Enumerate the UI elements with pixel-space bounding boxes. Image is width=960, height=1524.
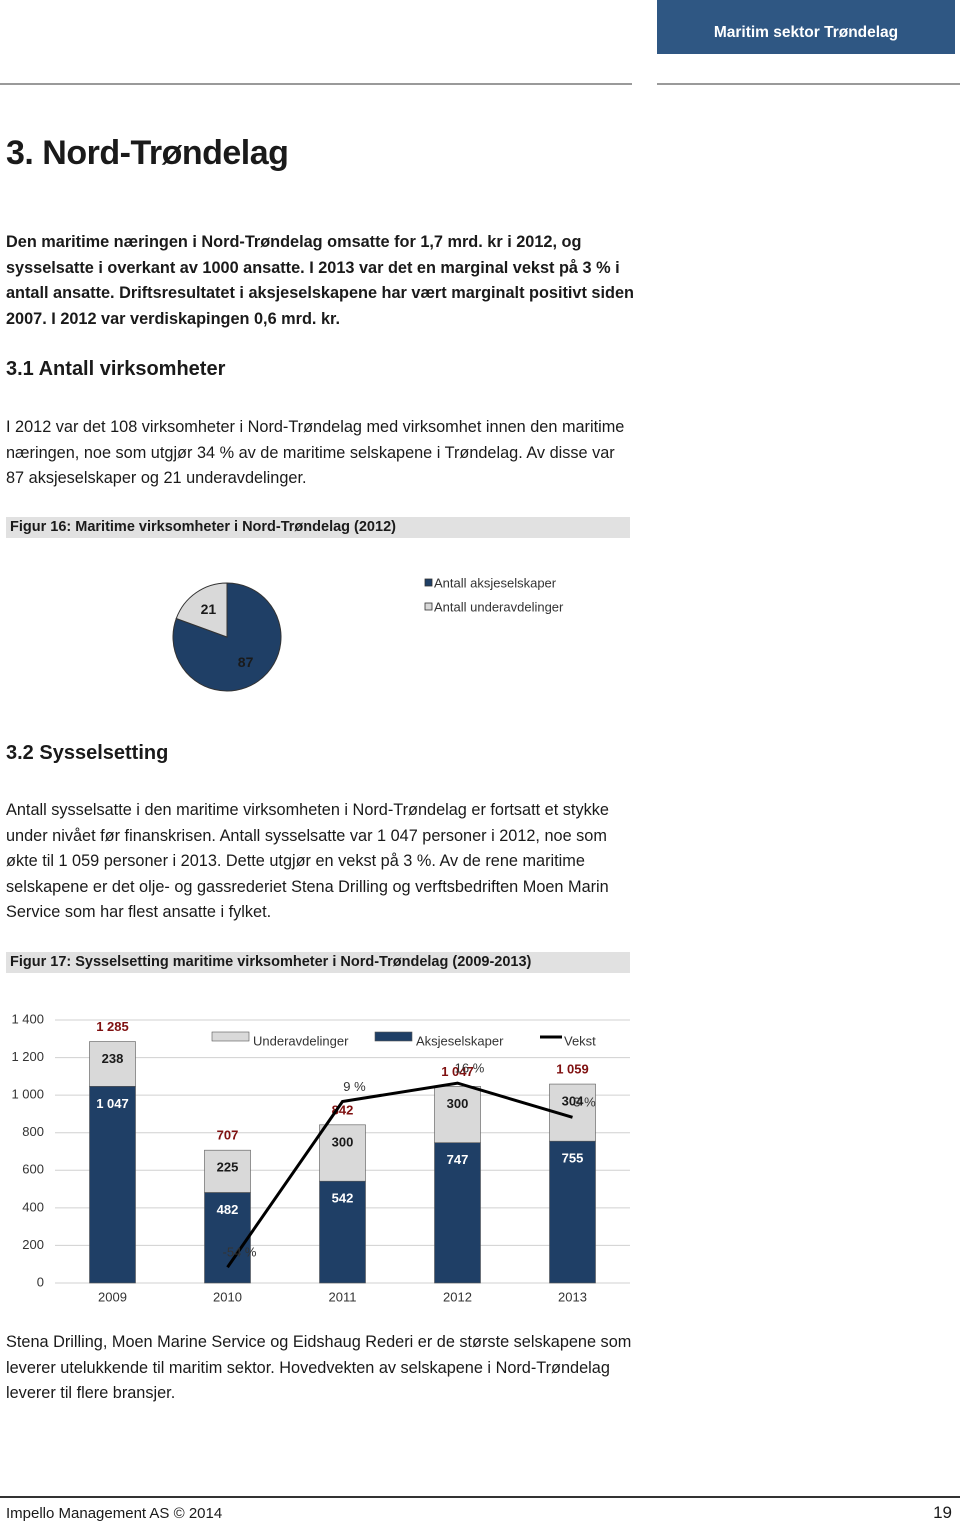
- total-label: 1 285: [96, 1019, 129, 1034]
- page-heading: 3. Nord-Trøndelag: [6, 134, 289, 172]
- data-label: 300: [332, 1134, 354, 1149]
- footer-rule: [0, 1496, 960, 1498]
- total-label: 1 047: [441, 1064, 474, 1079]
- figure-title: Figur 16: Maritime virksomheter i Nord-T…: [6, 517, 630, 538]
- intro: Den maritime næringen i Nord-Trøndelag o…: [6, 233, 634, 328]
- legend-label: Aksjeselskaper: [416, 1033, 504, 1048]
- bar-segment: [434, 1086, 481, 1143]
- y-tick-label: 200: [22, 1237, 44, 1252]
- bar-segment: [549, 1140, 596, 1284]
- growth-label: 9 %: [343, 1079, 366, 1094]
- y-tick-label: 800: [22, 1124, 44, 1139]
- x-tick-label: 2011: [329, 1289, 357, 1304]
- line-series: [226, 1081, 573, 1269]
- total-label: 842: [332, 1102, 354, 1117]
- y-tick-label: 1 000: [11, 1087, 44, 1102]
- bar-segment: [319, 1180, 366, 1284]
- data-label: 225: [217, 1160, 239, 1175]
- bar-segment: [434, 1142, 481, 1284]
- data-label: 482: [217, 1202, 239, 1217]
- legend-label: Vekst: [564, 1033, 596, 1048]
- legend-swatch: [424, 578, 433, 587]
- y-tick-label: 1 200: [11, 1049, 44, 1064]
- y-tick-label: 0: [37, 1274, 44, 1289]
- paragraph: Stena Drilling, Moen Marine Service og E…: [6, 1333, 632, 1402]
- growth-label: 16 %: [455, 1061, 485, 1076]
- x-tick-label: 2012: [443, 1289, 472, 1304]
- data-label: 304: [562, 1093, 584, 1108]
- bar-chart: 0 200 400 600 800 1 000 1 200 1 400 2009 1 047 238…: [11, 1011, 630, 1304]
- bar-segment: [89, 1041, 136, 1087]
- data-label: 300: [447, 1096, 469, 1111]
- growth-label: 3 %: [573, 1095, 596, 1110]
- bar-segment: [319, 1124, 366, 1182]
- pie-slice: [175, 582, 228, 638]
- section-heading: 3.2 Sysselsetting: [6, 742, 169, 764]
- header-title: Maritim sektor Trøndelag: [713, 24, 899, 41]
- figure-title: Figur 17: Sysselsetting maritime virksom…: [6, 952, 630, 973]
- total-label: 1 059: [556, 1061, 589, 1076]
- legend-swatch: [424, 602, 433, 611]
- data-label: 542: [332, 1191, 354, 1206]
- header-rule: [657, 83, 960, 85]
- bar-segment: [204, 1149, 251, 1193]
- legend-label: Antall aksjeselskaper: [434, 575, 557, 590]
- y-tick-label: 600: [22, 1162, 44, 1177]
- bar-segment: [89, 1086, 136, 1284]
- footer-company: Impello Management AS © 2014: [6, 1505, 223, 1522]
- y-tick-label: 1 400: [11, 1011, 44, 1026]
- legend-swatch: [374, 1031, 413, 1042]
- header-box: [657, 0, 955, 54]
- y-tick-label: 400: [22, 1199, 44, 1214]
- legend-swatch: [211, 1031, 250, 1042]
- growth-label: -54 %: [223, 1245, 257, 1260]
- legend-label: Antall underavdelinger: [434, 599, 564, 614]
- x-tick-label: 2009: [98, 1289, 127, 1304]
- paragraph: Antall sysselsatte i den maritime virkso…: [6, 801, 609, 921]
- section-heading: 3.1 Antall virksomheter: [6, 358, 226, 380]
- data-label: 21: [201, 601, 217, 617]
- total-label: 707: [217, 1128, 239, 1143]
- data-label: 1 047: [96, 1096, 129, 1111]
- data-label: 747: [447, 1152, 469, 1167]
- paragraph: I 2012 var det 108 virksomheter i Nord-T…: [6, 418, 625, 487]
- x-tick-label: 2013: [558, 1289, 587, 1304]
- data-label: 755: [562, 1151, 584, 1166]
- data-label: 87: [238, 654, 254, 670]
- page-number: 19: [933, 1503, 952, 1522]
- data-label: 238: [102, 1051, 124, 1066]
- legend-label: Underavdelinger: [253, 1033, 349, 1048]
- x-tick-label: 2010: [213, 1289, 242, 1304]
- bar-segment: [204, 1192, 251, 1284]
- header-rule: [0, 83, 632, 85]
- pie-chart: 87 Antall aksjeselskaper 21 Antall underavd…: [172, 575, 564, 692]
